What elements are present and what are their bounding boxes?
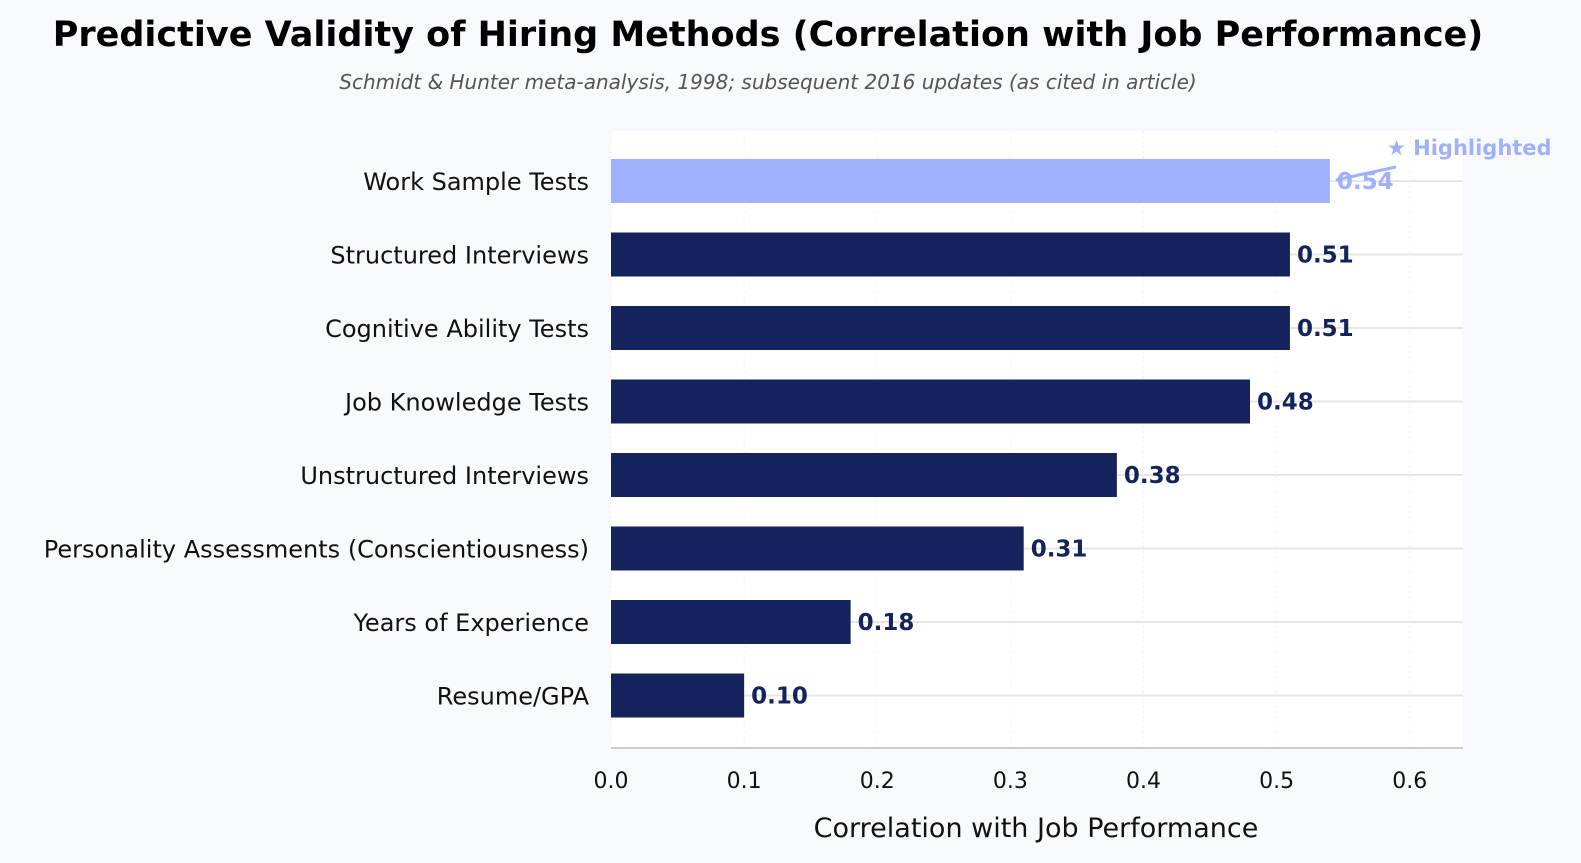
plot-area [611, 131, 1463, 748]
x-tick-labels: 0.0 0.1 0.2 0.3 0.4 0.5 0.6 [594, 769, 1428, 794]
x-axis-title: Correlation with Job Performance [814, 813, 1259, 844]
bar [611, 379, 1250, 424]
category-label: Structured Interviews [330, 242, 589, 270]
category-label: Cognitive Ability Tests [325, 315, 589, 343]
bar [611, 673, 745, 718]
highlight-annotation: ★ Highlighted [1335, 136, 1552, 182]
annotation-arrow [1335, 165, 1397, 182]
category-label: Years of Experience [352, 609, 589, 637]
bars [611, 159, 1330, 718]
category-labels: Work Sample Tests Structured Interviews Co… [44, 168, 590, 711]
category-label: Work Sample Tests [363, 168, 589, 196]
category-label: Unstructured Interviews [300, 462, 589, 490]
value-labels: 0.540.510.510.480.380.310.180.10 [751, 169, 1394, 710]
annotation-label: ★ Highlighted [1387, 136, 1552, 160]
bar [611, 306, 1290, 350]
bar [611, 232, 1290, 277]
bar [611, 453, 1117, 497]
value-label: 0.31 [1031, 537, 1088, 563]
chart-title: Predictive Validity of Hiring Methods (C… [53, 15, 1484, 55]
x-tick-label: 0.5 [1259, 769, 1294, 794]
chart-subtitle: Schmidt & Hunter meta-analysis, 1998; su… [339, 70, 1196, 94]
x-tick-label: 0.3 [993, 769, 1028, 794]
x-tick-label: 0.6 [1392, 769, 1427, 794]
x-tick-label: 0.2 [860, 769, 895, 794]
value-label: 0.48 [1257, 390, 1314, 416]
bar [611, 600, 851, 644]
value-label: 0.51 [1297, 243, 1354, 269]
value-label: 0.18 [858, 610, 915, 636]
category-label: Job Knowledge Tests [343, 389, 589, 417]
bar [611, 159, 1330, 203]
value-label: 0.10 [751, 684, 808, 710]
x-tick-label: 0.0 [594, 769, 629, 794]
category-label: Resume/GPA [437, 683, 590, 711]
value-label: 0.38 [1124, 463, 1181, 489]
bar [611, 526, 1024, 571]
x-tick-label: 0.4 [1126, 769, 1161, 794]
x-tick-label: 0.1 [727, 769, 762, 794]
value-label: 0.51 [1297, 316, 1354, 342]
category-label: Personality Assessments (Conscientiousne… [44, 536, 589, 564]
